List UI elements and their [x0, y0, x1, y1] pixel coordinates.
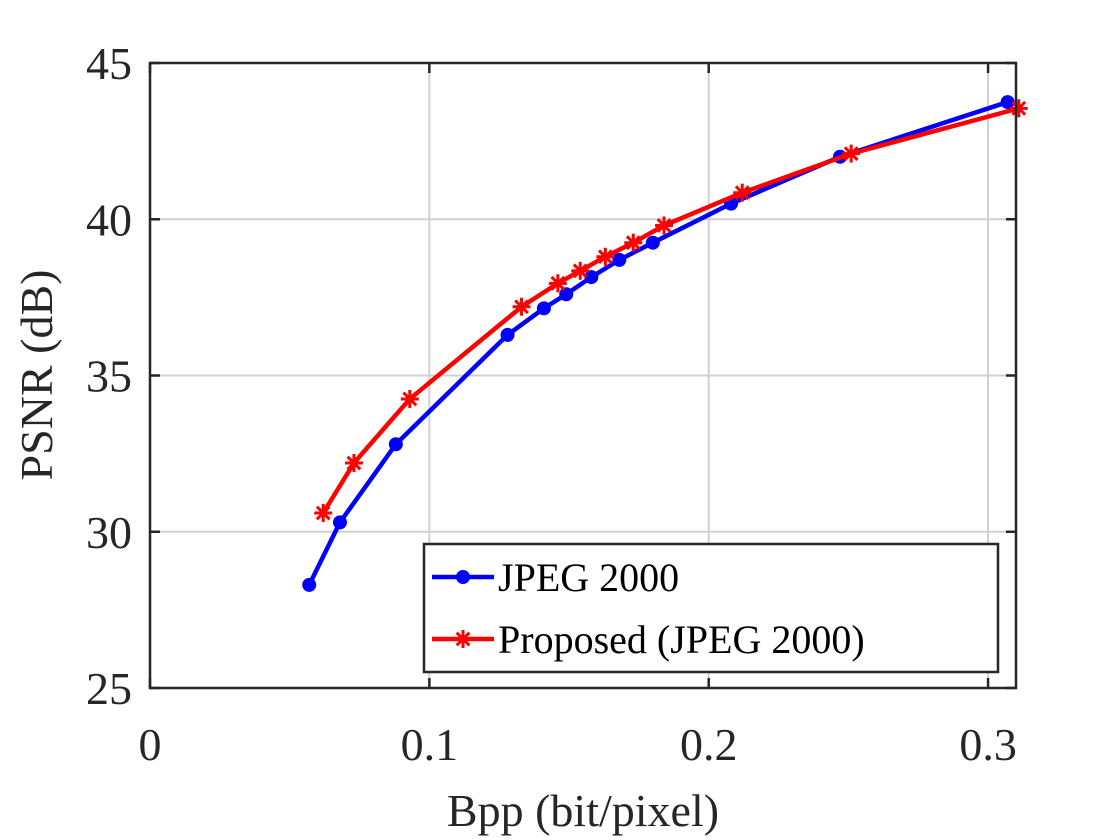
y-tick-label: 45 — [86, 38, 132, 89]
legend-marker — [454, 630, 472, 648]
data-point — [645, 235, 660, 250]
y-tick-label: 25 — [86, 663, 132, 714]
data-point — [596, 247, 615, 266]
legend-marker — [456, 570, 470, 584]
data-point — [624, 233, 643, 252]
y-tick-label: 30 — [86, 507, 132, 558]
legend-box — [422, 542, 1000, 674]
series-1 — [302, 95, 1015, 592]
x-axis-title: Bpp (bit/pixel) — [447, 785, 719, 836]
data-point — [332, 515, 347, 530]
data-point — [559, 287, 574, 302]
data-point — [1009, 99, 1028, 118]
data-point — [314, 504, 333, 522]
data-point — [842, 144, 861, 163]
y-tick-label: 35 — [86, 351, 132, 402]
data-point — [388, 437, 403, 452]
data-point — [548, 274, 567, 293]
ticks: 0 0.1 0.2 0.3 25 30 35 40 45 — [86, 38, 1017, 770]
x-tick-label: 0.2 — [680, 719, 738, 770]
x-tick-label: 0.3 — [959, 719, 1017, 770]
x-tick-label: 0 — [139, 719, 162, 770]
series-2 — [314, 99, 1028, 522]
legend-label: Proposed (JPEG 2000) — [498, 617, 865, 662]
y-axis-title: PSNR (dB) — [11, 270, 62, 481]
data-point — [512, 297, 531, 316]
data-point — [655, 216, 674, 235]
data-point — [733, 183, 752, 202]
data-point — [584, 270, 599, 285]
data-point — [344, 454, 363, 472]
data-point — [302, 577, 317, 592]
series-line — [321, 106, 1020, 515]
data-point — [536, 301, 551, 316]
series-line — [307, 99, 1009, 586]
y-tick-label: 40 — [86, 194, 132, 245]
data-point — [612, 252, 627, 267]
data-point — [1000, 95, 1015, 110]
series-layer — [302, 95, 1028, 592]
x-tick-label: 0.1 — [401, 719, 459, 770]
data-point — [500, 327, 515, 342]
data-point — [400, 389, 419, 408]
legend: JPEG 2000 Proposed (JPEG 2000) — [422, 542, 1000, 674]
data-point — [571, 261, 590, 280]
legend-label: JPEG 2000 — [498, 555, 679, 600]
